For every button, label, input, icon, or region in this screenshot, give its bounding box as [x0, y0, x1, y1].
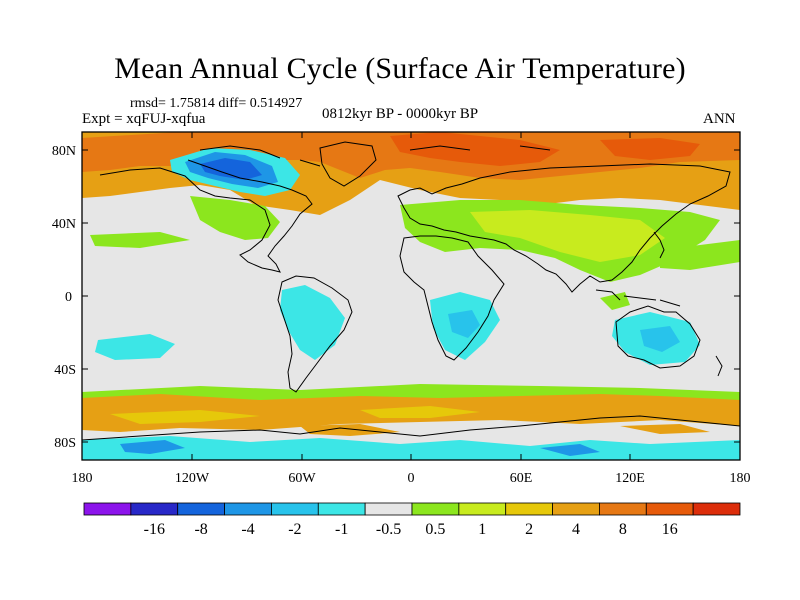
colorbar-label: 16	[662, 521, 678, 538]
antarctic-orange-patch	[300, 424, 710, 436]
south-pacific-cool-region	[95, 334, 175, 360]
map-title: Mean Annual Cycle (Surface Air Temperatu…	[114, 52, 686, 85]
north-america-coast	[99, 159, 313, 273]
antarctica-coast	[82, 415, 740, 441]
colorbar-swatch	[271, 502, 319, 516]
lon-label-180e: 180	[730, 471, 751, 486]
arctic-red-region	[390, 132, 560, 166]
eurasia-coast	[397, 163, 731, 293]
lon-label-120w: 120W	[175, 471, 210, 486]
colorbar-swatch	[599, 502, 647, 516]
south-america-cool-region	[280, 285, 345, 360]
lon-label-60e: 60E	[510, 471, 533, 486]
colorbar-label: 8	[619, 521, 627, 538]
colorbar-swatch	[645, 502, 694, 516]
colorbar-swatch	[411, 502, 460, 516]
atlantic-band-green	[90, 232, 190, 248]
antarctic-blue-patch	[120, 440, 600, 456]
colorbar-swatch	[130, 502, 179, 516]
south-america-coast	[277, 275, 353, 393]
lon-label-120e: 120E	[615, 471, 645, 486]
colorbar-swatch	[224, 502, 272, 516]
north-america-green-region	[190, 196, 280, 240]
africa-blue-region	[448, 310, 480, 338]
colorbar-label: -8	[194, 521, 207, 538]
lat-label-80n: 80N	[52, 144, 76, 159]
lon-label-0: 0	[408, 471, 415, 486]
colorbar-swatch	[177, 502, 225, 516]
ural-red-region	[600, 138, 700, 160]
lon-label-60w: 60W	[288, 471, 316, 486]
colorbar: -16 -8 -4 -2 -1 -0.5 0.5 1 2 4 8 16	[83, 502, 741, 538]
colorbar-swatch	[83, 502, 132, 516]
greenland-coast	[319, 141, 377, 187]
asia-yellowgreen-region	[470, 210, 665, 262]
colorbar-swatch	[458, 502, 507, 516]
southern-ocean-yellow-region	[110, 406, 480, 424]
period-label: 0812kyr BP - 0000kyr BP	[322, 106, 479, 122]
colorbar-label: 0.5	[425, 521, 445, 538]
colorbar-label: -2	[288, 521, 301, 538]
colorbar-label: 4	[572, 521, 580, 538]
australia-coast	[615, 305, 701, 369]
colorbar-label: -16	[144, 521, 165, 538]
indonesia-coast	[595, 289, 681, 307]
colorbar-label: 1	[478, 521, 486, 538]
map-panel	[82, 132, 740, 460]
japan-coast	[653, 231, 665, 259]
axis-ticks	[81, 132, 741, 460]
season-label: ANN	[703, 111, 736, 127]
colorbar-label: 2	[525, 521, 533, 538]
pacific-band-green	[660, 240, 740, 270]
canada-navy-region	[200, 158, 262, 180]
colorbar-swatch	[552, 502, 600, 516]
new-zealand-coast	[715, 355, 723, 377]
colorbar-label: -4	[241, 521, 254, 538]
rmsd-diff-stats: rmsd= 1.75814 diff= 0.514927	[130, 96, 303, 111]
colorbar-label: -1	[335, 521, 348, 538]
colorbar-swatch	[505, 502, 553, 516]
experiment-label: Expt = xqFUJ-xqfua	[82, 111, 206, 127]
australia-blue-region	[640, 326, 680, 352]
indian-ocean-green	[600, 292, 630, 310]
africa-coast	[399, 235, 505, 361]
lon-label-180w: 180	[72, 471, 93, 486]
coastlines	[82, 141, 740, 441]
colorbar-swatch	[364, 502, 413, 516]
lat-label-40n: 40N	[52, 217, 76, 232]
colorbar-label: -0.5	[376, 521, 401, 538]
colorbar-swatch	[317, 502, 366, 516]
colorbar-swatch	[692, 502, 741, 516]
lat-label-40s: 40S	[54, 363, 76, 378]
lat-label-0: 0	[65, 290, 72, 305]
lat-label-80s: 80S	[54, 436, 76, 451]
arctic-dark-orange-region	[82, 132, 740, 180]
arctic-islands-coast	[199, 145, 551, 167]
